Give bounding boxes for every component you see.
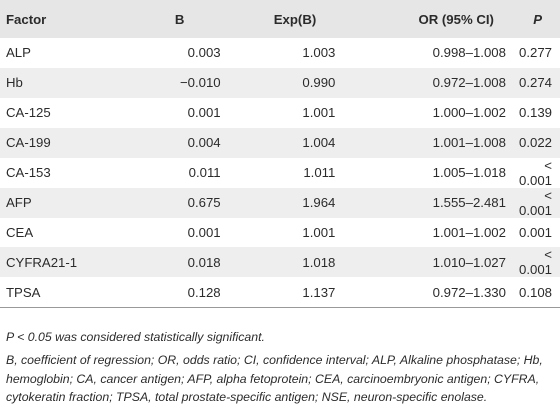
cell-exp-b: 1.018 (302, 254, 336, 270)
cell-p: 0.277 (518, 45, 552, 61)
cell-or-ci: 1.555–2.481 (432, 195, 506, 211)
table-row: CYFRA21-1 0.018 1.018 1.010–1.027 < 0.001 (0, 247, 560, 278)
cell-or-ci: 1.001–1.008 (432, 135, 506, 151)
cell-b: 0.011 (188, 165, 221, 181)
cell-p: < 0.001 (518, 187, 552, 218)
cell-exp-b: 1.004 (302, 135, 336, 151)
table-header: Factor B Exp(B) OR (95% CI) P (0, 0, 560, 38)
cell-factor: CYFRA21-1 (6, 254, 78, 270)
cell-factor: CEA (6, 225, 34, 240)
table-row: AFP 0.675 1.964 1.555–2.481 < 0.001 (0, 187, 560, 218)
cell-or-ci: 1.010–1.027 (432, 254, 506, 270)
cell-b: −0.010 (179, 75, 221, 91)
cell-factor: Hb (6, 75, 23, 91)
cell-or-ci: 1.005–1.018 (432, 165, 506, 181)
cell-p: 0.108 (518, 284, 552, 300)
cell-b: 0.001 (187, 105, 221, 121)
header-b: B (174, 11, 185, 27)
table-row: CA-125 0.001 1.001 1.000–1.002 0.139 (0, 97, 560, 128)
header-p: P (533, 11, 542, 27)
cell-exp-b: 1.964 (302, 195, 336, 211)
header-row: Factor B Exp(B) OR (95% CI) P (0, 0, 560, 38)
cell-p: < 0.001 (518, 157, 552, 188)
abbreviations-note: B, coefficient of regression; OR, odds r… (6, 352, 543, 405)
cell-exp-b: 1.001 (302, 225, 336, 240)
cell-factor: CA-199 (6, 135, 51, 151)
cell-factor: ALP (6, 45, 31, 61)
header-or-ci: OR (95% CI) (418, 11, 494, 27)
table-body: ALP 0.003 1.003 0.998–1.008 0.277 Hb −0.010 0.9… (0, 38, 560, 308)
table-row: CA-153 0.011 1.011 1.005–1.018 < 0.001 (0, 157, 560, 188)
cell-p: 0.139 (518, 105, 552, 121)
cell-b: 0.675 (187, 195, 221, 211)
cell-b: 0.001 (187, 225, 221, 240)
cell-b: 0.128 (187, 284, 221, 300)
cell-exp-b: 1.001 (302, 105, 336, 121)
cell-factor: TPSA (6, 284, 41, 300)
cell-or-ci: 1.000–1.002 (432, 105, 506, 121)
cell-or-ci: 0.998–1.008 (432, 45, 506, 61)
cell-exp-b: 0.990 (302, 75, 336, 91)
table-row: CA-199 0.004 1.004 1.001–1.008 0.022 (0, 127, 560, 158)
cell-or-ci: 0.972–1.008 (432, 75, 506, 91)
results-table: Factor B Exp(B) OR (95% CI) P ALP 0.003 1.… (0, 0, 560, 308)
cell-exp-b: 1.011 (303, 165, 336, 181)
table-row: TPSA 0.128 1.137 0.972–1.330 0.108 (0, 277, 560, 308)
cell-factor: CA-125 (6, 105, 51, 121)
cell-b: 0.018 (187, 254, 221, 270)
cell-factor: AFP (6, 195, 32, 211)
cell-exp-b: 1.137 (302, 284, 336, 300)
table-row: CEA 0.001 1.001 1.001–1.002 0.001 (0, 217, 560, 248)
significance-note: P < 0.05 was considered statistically si… (6, 330, 265, 344)
header-factor: Factor (6, 11, 47, 27)
cell-exp-b: 1.003 (302, 45, 336, 61)
cell-p: 0.001 (518, 225, 552, 240)
cell-or-ci: 1.001–1.002 (432, 225, 506, 240)
cell-or-ci: 0.972–1.330 (432, 284, 506, 300)
cell-factor: CA-153 (6, 165, 51, 181)
cell-p: 0.022 (518, 135, 552, 151)
table-row: ALP 0.003 1.003 0.998–1.008 0.277 (0, 38, 560, 68)
cell-p: 0.274 (518, 75, 552, 91)
cell-b: 0.003 (187, 45, 221, 61)
table-footnotes: P < 0.05 was considered statistically si… (6, 328, 556, 407)
header-exp-b: Exp(B) (273, 11, 317, 27)
cell-p: < 0.001 (518, 247, 552, 278)
cell-b: 0.004 (187, 135, 221, 151)
table-row: Hb −0.010 0.990 0.972–1.008 0.274 (0, 67, 560, 98)
